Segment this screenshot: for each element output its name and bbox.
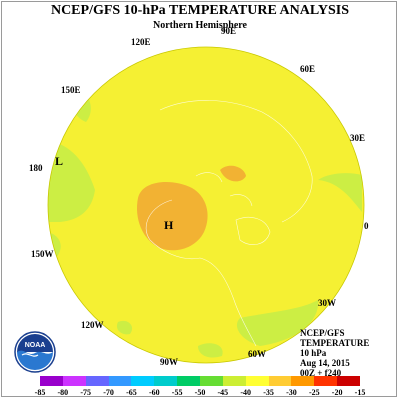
colorbar-tick-label: -55	[171, 388, 183, 397]
colorbar-tick-label: -60	[148, 388, 160, 397]
coastline-arctic-islands	[195, 172, 253, 207]
lon-label-180: 180	[29, 163, 43, 173]
colorbar-tick-label: -80	[57, 388, 69, 397]
colorbar-tick-label: -45	[217, 388, 229, 397]
colorbar-cell	[222, 376, 246, 386]
info-date: Aug 14, 2015	[300, 358, 350, 368]
lon-label-60w: 60W	[248, 349, 266, 359]
lon-label-120e: 120E	[131, 37, 151, 47]
colorbar-cell	[131, 376, 155, 386]
green-region-south-small	[116, 320, 133, 335]
colorbar	[40, 376, 361, 386]
colorbar-cell	[314, 376, 338, 386]
lon-label-90e: 90E	[221, 26, 237, 36]
lon-label-60e: 60E	[300, 64, 316, 74]
colorbar-cell	[337, 376, 361, 386]
colorbar-cell	[200, 376, 223, 386]
colorbar-cell	[177, 376, 201, 386]
green-region-west	[48, 140, 95, 222]
colorbar-tick-label: -50	[194, 388, 206, 397]
info-forecast: 00Z + f240	[300, 368, 342, 378]
green-region-south	[236, 300, 319, 346]
high-center-label: H	[164, 218, 174, 232]
warm-region-small	[220, 165, 246, 182]
colorbar-tick-label: -85	[34, 388, 46, 397]
lon-label-90w: 90W	[160, 357, 178, 367]
lon-label-30e: 30E	[350, 133, 366, 143]
noaa-logo: NOAA	[14, 331, 56, 373]
colorbar-cell	[154, 376, 178, 386]
colorbar-cell	[85, 376, 109, 386]
coastline-north-america	[145, 199, 257, 347]
colorbar-cell	[245, 376, 269, 386]
colorbar-cell	[268, 376, 292, 386]
colorbar-cell	[40, 376, 63, 386]
colorbar-tick-label: -25	[308, 388, 320, 397]
colorbar-cell	[62, 376, 86, 386]
colorbar-tick-label: -20	[331, 388, 343, 397]
colorbar-tick-label: -70	[103, 388, 114, 397]
info-level: 10 hPa	[300, 348, 327, 358]
map-subtitle: Northern Hemisphere	[153, 20, 247, 31]
info-field: TEMPERATURE	[300, 338, 370, 348]
lon-label-0: 0	[364, 221, 369, 231]
colorbar-cell	[108, 376, 132, 386]
warm-region-high	[136, 182, 208, 251]
colorbar-tick-label: -65	[126, 388, 137, 397]
coastline-greenland	[235, 217, 271, 245]
lon-label-120w: 120W	[81, 320, 104, 330]
lon-label-150e: 150E	[61, 85, 81, 95]
coastline-eurasia	[159, 100, 313, 223]
low-center-label: L	[55, 154, 63, 168]
map-title: NCEP/GFS 10-hPa TEMPERATURE ANALYSIS	[50, 3, 350, 18]
colorbar-tick-label: -15	[354, 388, 366, 397]
colorbar-tick-label: -35	[263, 388, 274, 397]
colorbar-tick-label: -30	[286, 388, 297, 397]
colorbar-cell	[291, 376, 315, 386]
lon-label-150w: 150W	[31, 249, 54, 259]
green-region-bottom	[198, 343, 223, 358]
noaa-logo-text: NOAA	[25, 342, 46, 349]
green-region-east	[318, 173, 362, 212]
globe-background	[48, 47, 364, 363]
lon-label-30w: 30W	[318, 298, 336, 308]
info-block: NCEP/GFS TEMPERATURE 10 hPa Aug 14, 2015…	[300, 328, 369, 378]
colorbar-tick-label: -40	[240, 388, 252, 397]
colorbar-tick-label: -75	[80, 388, 92, 397]
globe-outline	[47, 46, 365, 364]
info-model: NCEP/GFS	[300, 328, 345, 338]
